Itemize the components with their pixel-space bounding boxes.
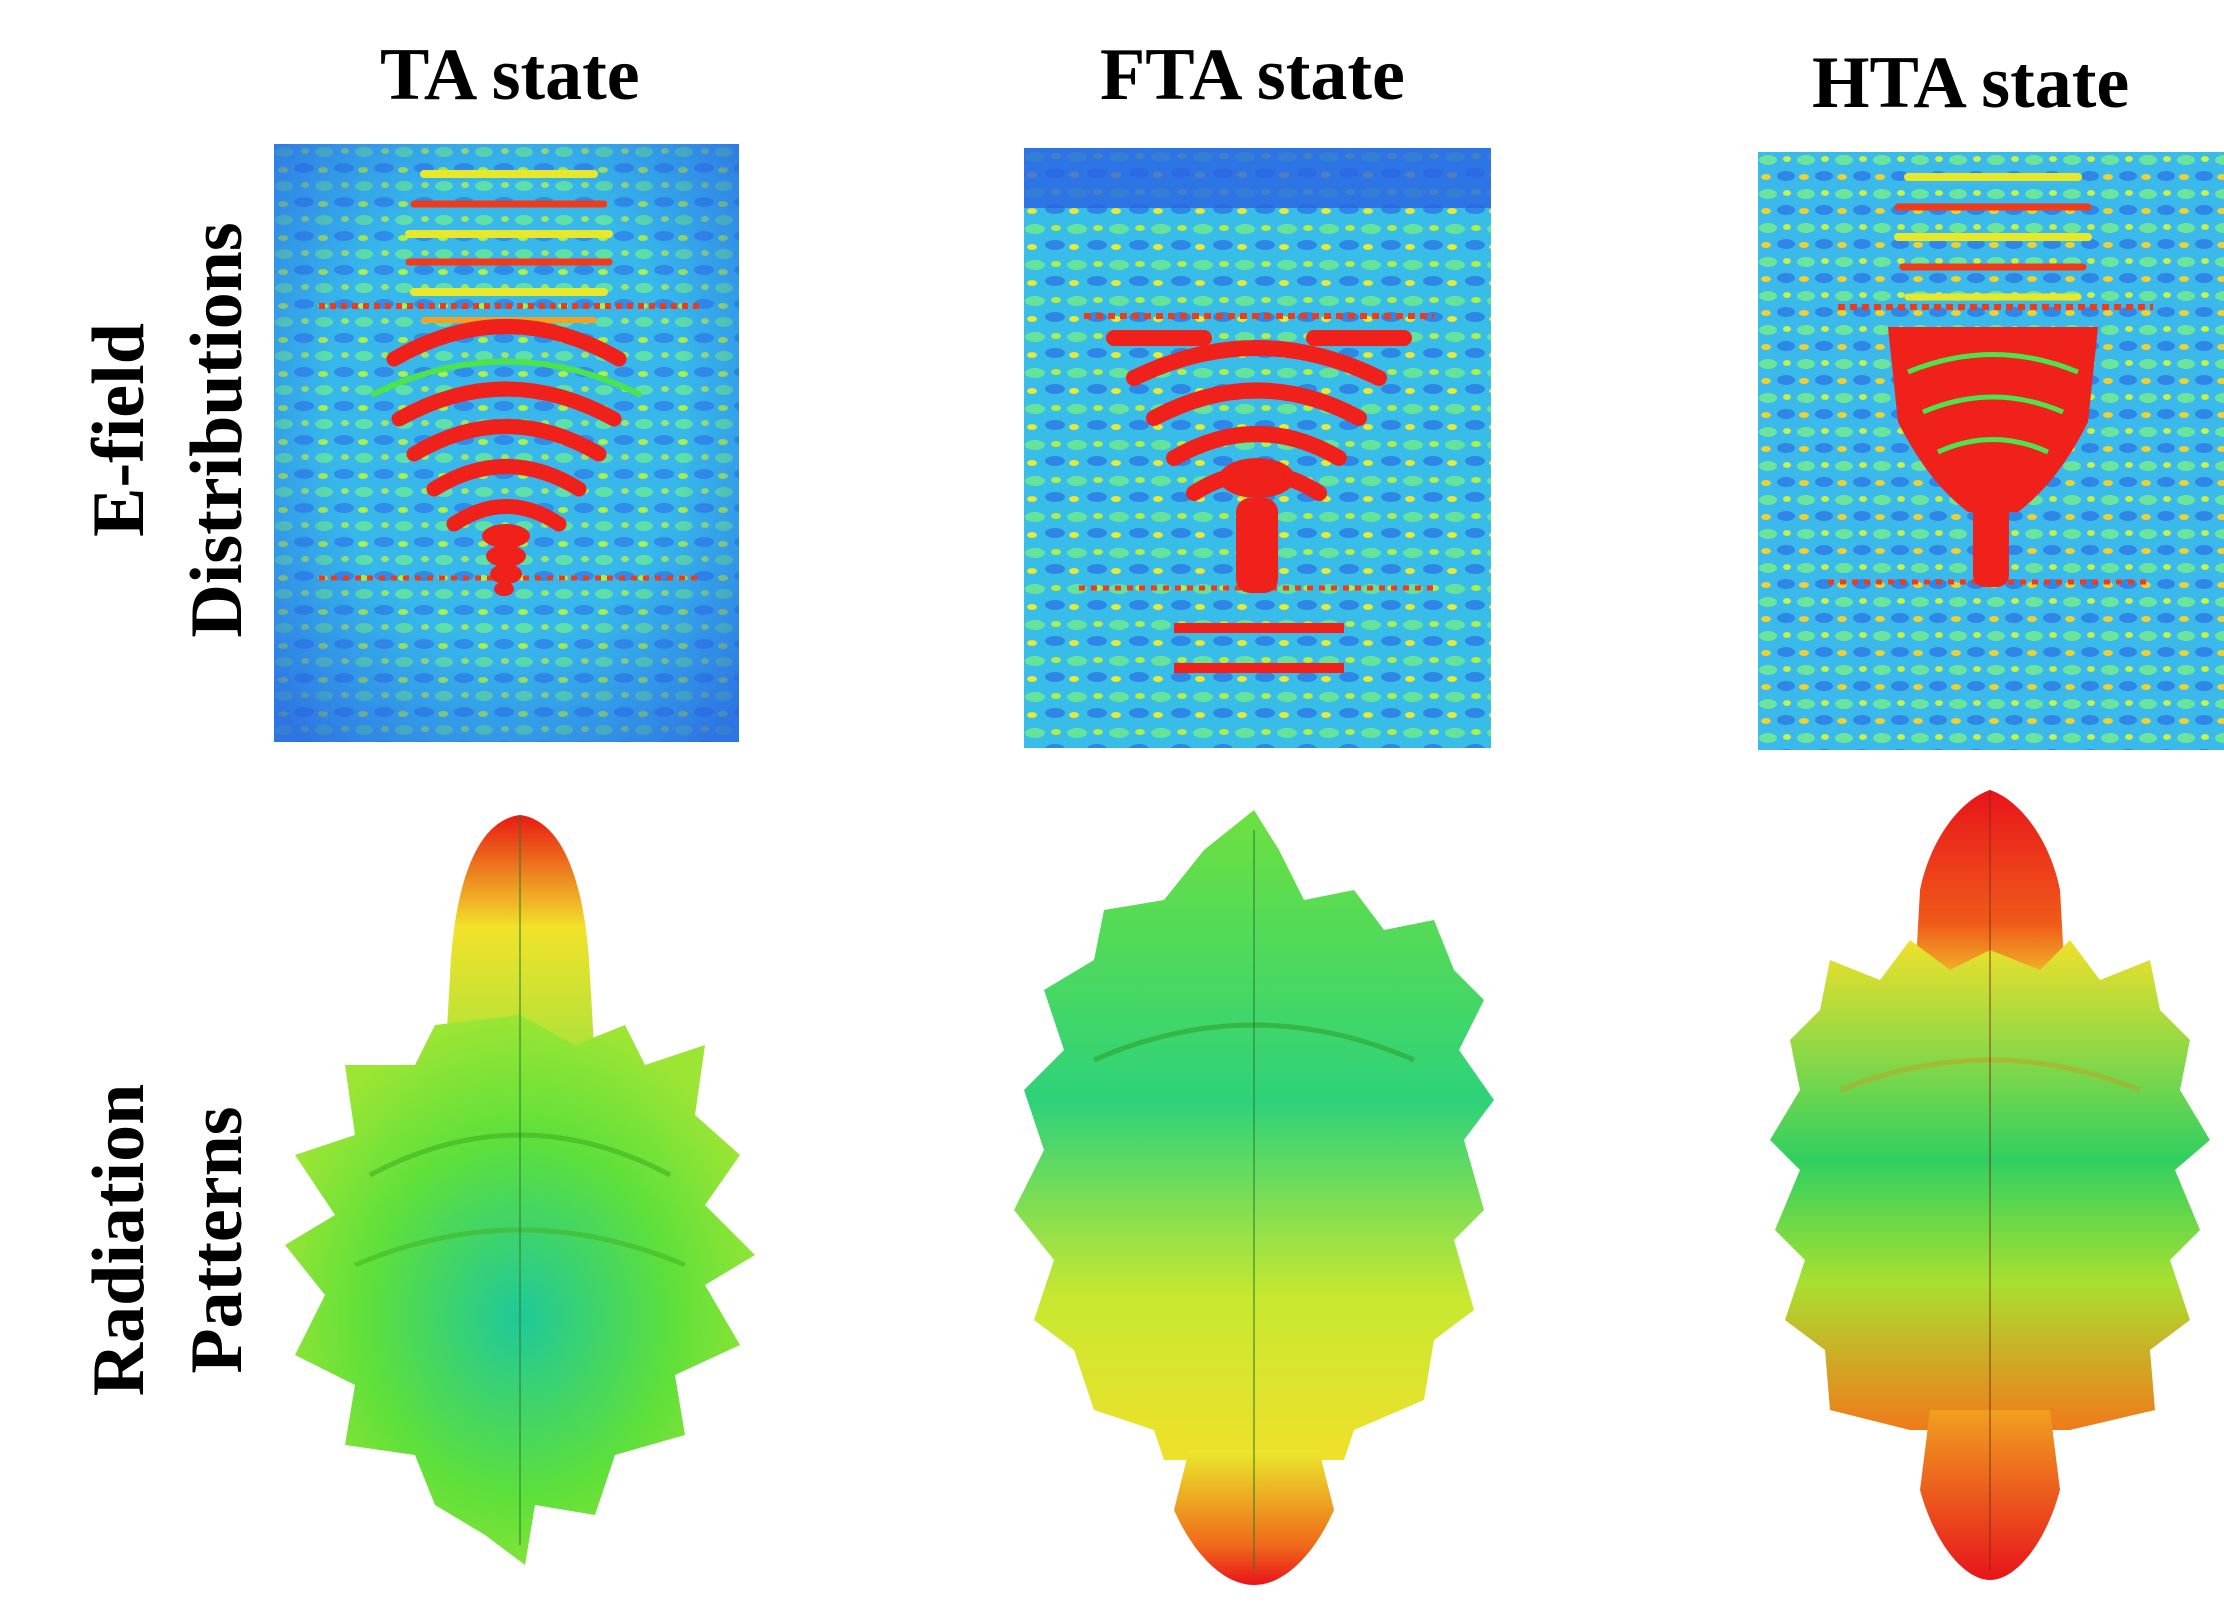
column-title-hta: HTA state [1812, 42, 2130, 124]
radiation-pattern-hta [1770, 790, 2210, 1580]
row-label-efield-line2: Distributions [176, 222, 258, 638]
row-label-efield: E-field Distributions [70, 150, 270, 710]
row-label-radiation: Radiation Patterns [70, 960, 270, 1520]
row-label-radiation-line2: Patterns [176, 1106, 258, 1374]
row-label-radiation-line1: Radiation [78, 1083, 160, 1397]
radiation-pattern-ta [285, 815, 755, 1570]
efield-map-hta [1758, 152, 2224, 750]
radiation-pattern-fta [1014, 810, 1494, 1585]
row-label-efield-line1: E-field [78, 323, 160, 537]
efield-map-fta [1024, 148, 1491, 748]
efield-map-ta [274, 144, 739, 742]
column-title-ta: TA state [380, 34, 640, 116]
column-title-fta: FTA state [1100, 34, 1405, 116]
